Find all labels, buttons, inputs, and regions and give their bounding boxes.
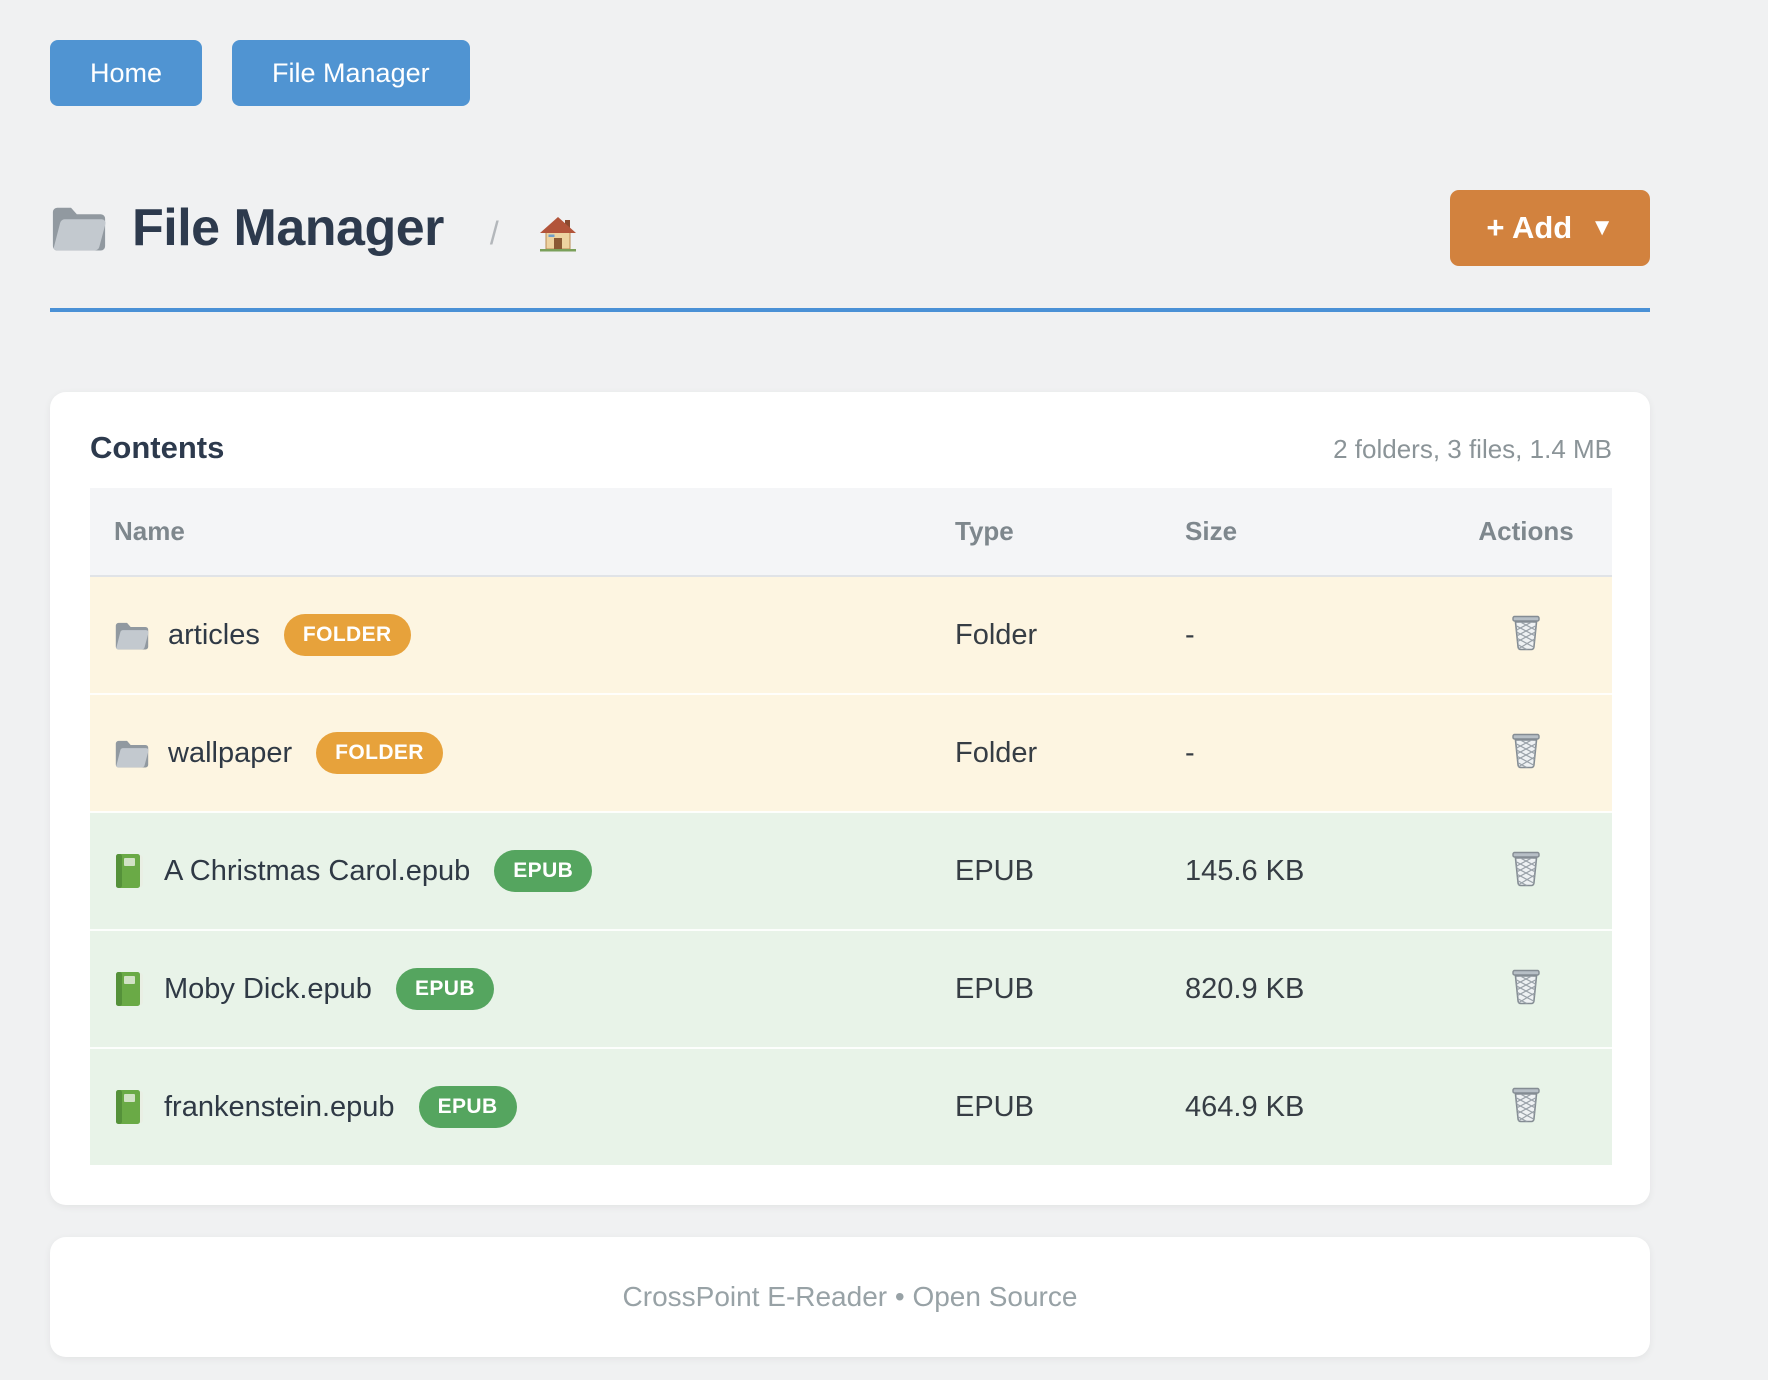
top-nav: Home File Manager xyxy=(0,0,1768,106)
folder-icon xyxy=(50,203,108,253)
row-type: Folder xyxy=(935,576,1165,695)
table-row[interactable]: A Christmas Carol.epub EPUB EPUB 145.6 K… xyxy=(90,812,1612,931)
page-header: File Manager / + Add ▼ xyxy=(50,190,1650,266)
folder-icon xyxy=(114,738,150,769)
row-type: EPUB xyxy=(935,930,1165,1049)
file-name[interactable]: wallpaper xyxy=(168,736,293,769)
row-size: - xyxy=(1165,576,1440,695)
contents-card: Contents 2 folders, 3 files, 1.4 MB Name… xyxy=(50,392,1650,1205)
green-book-icon xyxy=(114,853,146,889)
nav-button-home[interactable]: Home xyxy=(50,40,203,106)
home-icon[interactable] xyxy=(538,215,578,253)
delete-button[interactable] xyxy=(1503,729,1549,771)
nav-button-file-manager[interactable]: File Manager xyxy=(232,40,470,106)
column-header-name: Name xyxy=(90,488,935,577)
page-title-text: File Manager xyxy=(132,199,444,257)
row-size: 464.9 KB xyxy=(1165,1048,1440,1165)
table-row[interactable]: Moby Dick.epub EPUB EPUB 820.9 KB xyxy=(90,930,1612,1049)
add-button[interactable]: + Add ▼ xyxy=(1450,190,1650,266)
row-type: EPUB xyxy=(935,1048,1165,1165)
contents-summary: 2 folders, 3 files, 1.4 MB xyxy=(1333,434,1612,464)
green-book-icon xyxy=(114,1089,146,1125)
footer: CrossPoint E-Reader • Open Source xyxy=(50,1237,1650,1357)
trash-icon xyxy=(1509,849,1543,887)
card-title: Contents xyxy=(90,430,225,465)
column-header-actions: Actions xyxy=(1440,488,1612,577)
page-title: File Manager / xyxy=(50,198,578,258)
breadcrumb-separator: / xyxy=(489,214,499,251)
caret-down-icon: ▼ xyxy=(1590,214,1614,241)
table-body: articles FOLDER Folder - xyxy=(90,576,1612,1165)
row-type: EPUB xyxy=(935,812,1165,931)
type-badge: EPUB xyxy=(395,968,494,1010)
table-row[interactable]: frankenstein.epub EPUB EPUB 464.9 KB xyxy=(90,1048,1612,1165)
row-type: Folder xyxy=(935,694,1165,813)
add-button-label: + Add xyxy=(1486,210,1573,245)
file-name[interactable]: Moby Dick.epub xyxy=(164,972,372,1005)
file-name[interactable]: A Christmas Carol.epub xyxy=(164,854,471,887)
type-badge: EPUB xyxy=(494,850,593,892)
files-table: Name Type Size Actions xyxy=(90,488,1612,1165)
row-size: 145.6 KB xyxy=(1165,812,1440,931)
table-row[interactable]: wallpaper FOLDER Folder - xyxy=(90,694,1612,813)
trash-icon xyxy=(1509,967,1543,1005)
trash-icon xyxy=(1509,731,1543,769)
green-book-icon xyxy=(114,971,146,1007)
row-size: - xyxy=(1165,694,1440,813)
trash-icon xyxy=(1509,613,1543,651)
delete-button[interactable] xyxy=(1503,847,1549,889)
title-underline xyxy=(50,308,1650,312)
table-row[interactable]: articles FOLDER Folder - xyxy=(90,576,1612,695)
contents-card-header: Contents 2 folders, 3 files, 1.4 MB xyxy=(90,430,1612,466)
trash-icon xyxy=(1509,1085,1543,1123)
type-badge: FOLDER xyxy=(316,732,443,774)
type-badge: EPUB xyxy=(418,1086,517,1128)
delete-button[interactable] xyxy=(1503,1083,1549,1125)
delete-button[interactable] xyxy=(1503,965,1549,1007)
table-header-row: Name Type Size Actions xyxy=(90,488,1612,577)
column-header-type: Type xyxy=(935,488,1165,577)
type-badge: FOLDER xyxy=(283,614,411,656)
column-header-size: Size xyxy=(1165,488,1440,577)
file-name[interactable]: frankenstein.epub xyxy=(164,1090,395,1123)
footer-text: CrossPoint E-Reader • Open Source xyxy=(622,1281,1078,1312)
row-size: 820.9 KB xyxy=(1165,930,1440,1049)
file-name[interactable]: articles xyxy=(168,618,260,651)
delete-button[interactable] xyxy=(1503,611,1549,653)
folder-icon xyxy=(114,620,150,651)
